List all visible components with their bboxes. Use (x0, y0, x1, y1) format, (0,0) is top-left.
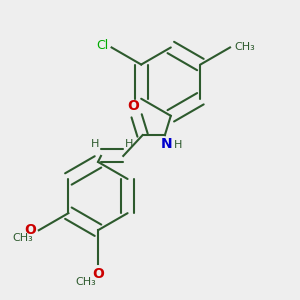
Text: Cl: Cl (96, 40, 109, 52)
Text: O: O (24, 223, 36, 237)
Text: O: O (128, 99, 140, 113)
Text: O: O (92, 267, 104, 281)
Text: N: N (160, 136, 172, 151)
Text: CH₃: CH₃ (235, 43, 255, 52)
Text: CH₃: CH₃ (76, 277, 97, 287)
Text: CH₃: CH₃ (12, 233, 33, 243)
Text: H: H (91, 139, 99, 148)
Text: H: H (125, 139, 134, 148)
Text: H: H (174, 140, 182, 150)
